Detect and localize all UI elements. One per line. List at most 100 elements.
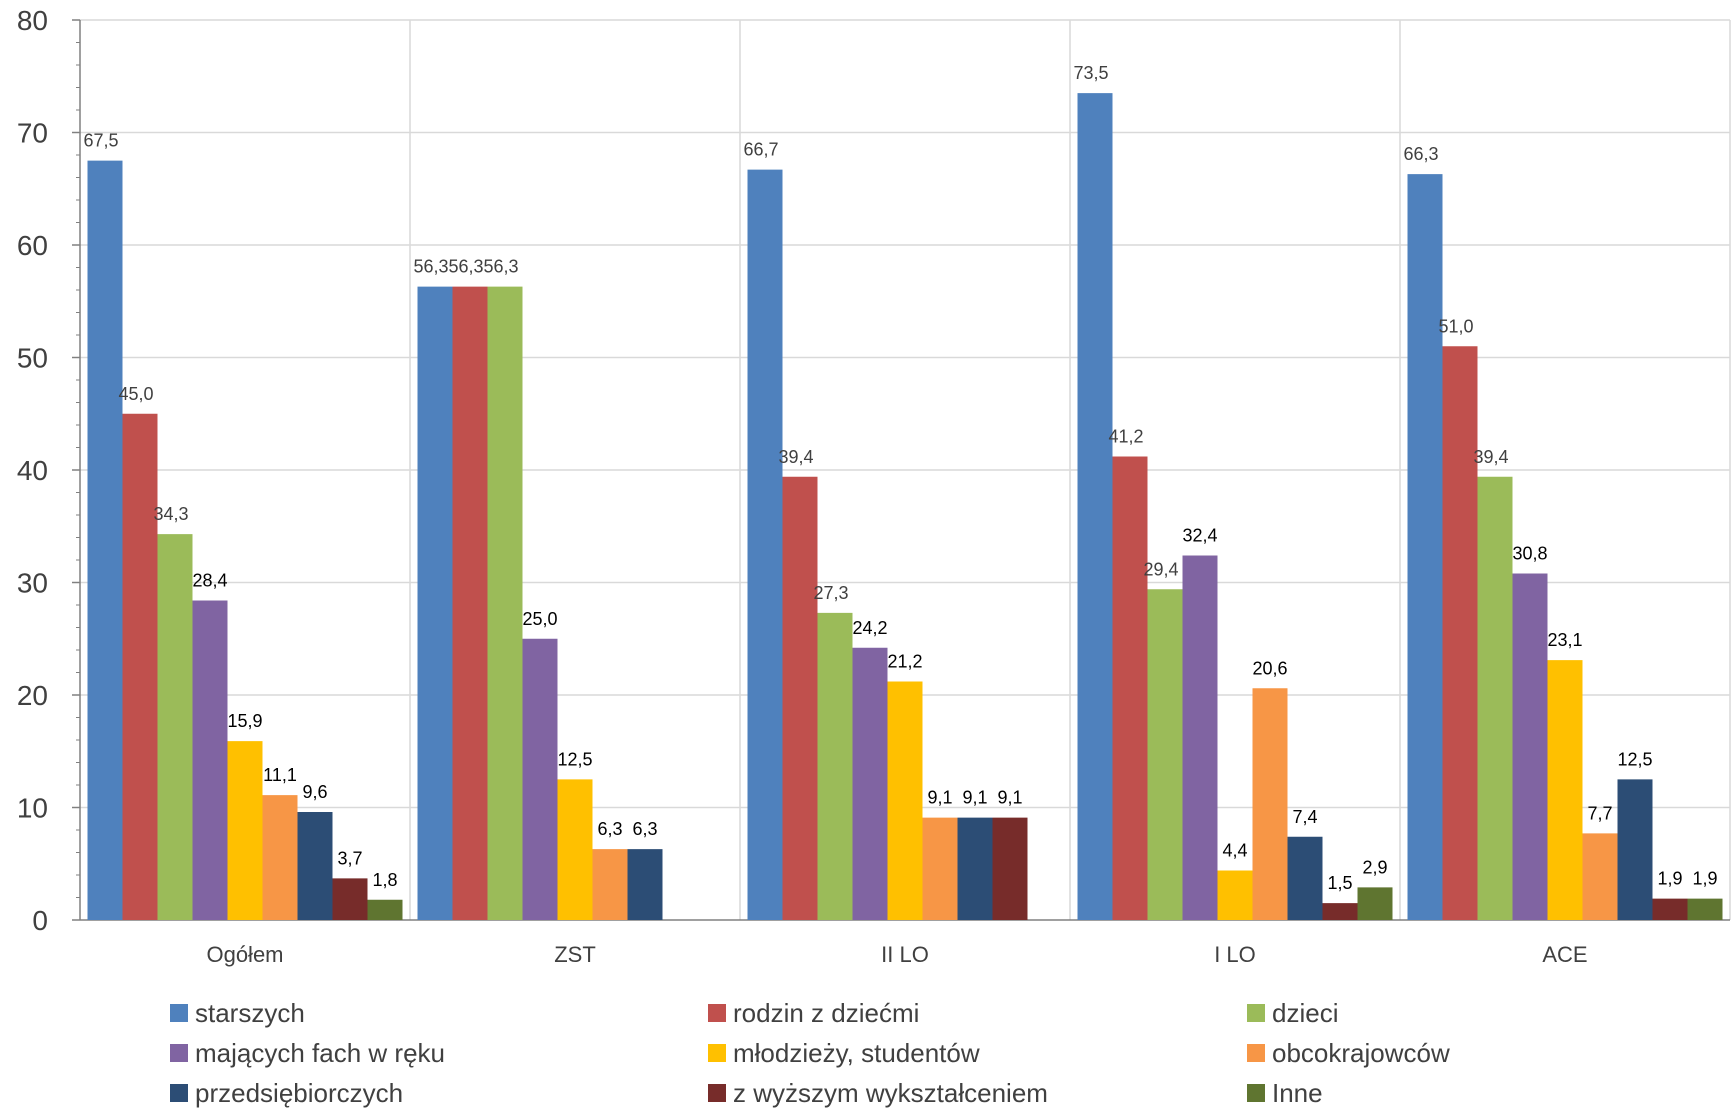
data-label: 21,2 <box>887 652 922 672</box>
data-label: 56,3 <box>448 257 483 277</box>
legend-label: rodzin z dziećmi <box>733 998 919 1028</box>
bar <box>1477 476 1513 920</box>
bar <box>87 160 123 920</box>
data-label: 34,3 <box>153 504 188 524</box>
data-label: 7,4 <box>1292 807 1317 827</box>
data-label: 56,3 <box>413 257 448 277</box>
x-tick-label: I LO <box>1214 942 1256 967</box>
data-label: 9,1 <box>997 788 1022 808</box>
data-label: 12,5 <box>557 749 592 769</box>
legend-swatch <box>708 1084 726 1102</box>
legend-label: Inne <box>1272 1078 1323 1108</box>
x-tick-label: II LO <box>881 942 929 967</box>
bar <box>417 286 453 920</box>
y-tick-label: 50 <box>17 343 48 374</box>
data-label: 66,7 <box>743 140 778 160</box>
bar <box>157 534 193 920</box>
category-separators <box>409 20 1731 920</box>
data-label: 30,8 <box>1512 544 1547 564</box>
data-label: 23,1 <box>1547 630 1582 650</box>
data-label: 28,4 <box>192 571 227 591</box>
bar <box>1357 887 1393 920</box>
bar <box>262 795 298 920</box>
bar <box>192 600 228 920</box>
legend-swatch <box>708 1044 726 1062</box>
bar <box>1582 833 1618 920</box>
bar <box>557 779 593 920</box>
data-label: 51,0 <box>1438 316 1473 336</box>
bar <box>852 647 888 920</box>
bar <box>627 849 663 920</box>
data-label: 12,5 <box>1617 749 1652 769</box>
bar <box>297 812 333 920</box>
data-label: 6,3 <box>597 819 622 839</box>
data-label: 15,9 <box>227 711 262 731</box>
legend-swatch <box>170 1044 188 1062</box>
legend-label: starszych <box>195 998 305 1028</box>
data-label: 2,9 <box>1362 857 1387 877</box>
data-label: 3,7 <box>337 848 362 868</box>
data-labels: 67,545,034,328,415,911,19,63,71,856,3 56,… <box>83 63 1717 893</box>
x-tick-label: Ogółem <box>206 942 283 967</box>
y-tick-label: 0 <box>32 905 48 936</box>
data-label: 9,1 <box>962 788 987 808</box>
data-label: 25,0 <box>522 609 557 629</box>
y-tick-label: 80 <box>17 5 48 36</box>
legend-swatch <box>170 1004 188 1022</box>
data-label: 1,9 <box>1692 869 1717 889</box>
legend-label: obcokrajowców <box>1272 1038 1450 1068</box>
bar <box>957 817 993 920</box>
legend: starszych rodzin z dziećmi dzieci mających … <box>170 998 1450 1108</box>
bar <box>227 741 263 920</box>
bar <box>487 286 523 920</box>
bar <box>1147 589 1183 920</box>
bar <box>1112 456 1148 920</box>
legend-swatch <box>170 1084 188 1102</box>
bar <box>1617 779 1653 920</box>
bar <box>122 413 158 920</box>
bar <box>1287 836 1323 920</box>
data-label: 20,6 <box>1252 658 1287 678</box>
bar <box>782 476 818 920</box>
data-label: 67,5 <box>83 131 118 151</box>
bar <box>1252 688 1288 920</box>
bars <box>87 93 1723 920</box>
bar <box>747 169 783 920</box>
legend-label: przedsiębiorczych <box>195 1078 403 1108</box>
y-tick-label: 40 <box>17 455 48 486</box>
bar <box>1687 898 1723 920</box>
bar <box>1322 903 1358 920</box>
bar <box>1547 660 1583 920</box>
data-label: 1,9 <box>1657 869 1682 889</box>
bar <box>1182 555 1218 920</box>
bar <box>887 681 923 920</box>
bar <box>1407 174 1443 920</box>
data-label: 29,4 <box>1143 559 1178 579</box>
data-label: 45,0 <box>118 384 153 404</box>
data-label: 39,4 <box>1473 447 1508 467</box>
bar <box>1077 93 1113 920</box>
data-label: 9,1 <box>927 788 952 808</box>
bar <box>1442 346 1478 920</box>
bar <box>922 817 958 920</box>
bar <box>992 817 1028 920</box>
legend-swatch <box>1247 1084 1265 1102</box>
data-label: 73,5 <box>1073 63 1108 83</box>
data-label: 7,7 <box>1587 803 1612 823</box>
bar <box>1217 870 1253 920</box>
y-tick-label: 60 <box>17 230 48 261</box>
bar <box>817 612 853 920</box>
legend-swatch <box>1247 1044 1265 1062</box>
data-label: 41,2 <box>1108 427 1143 447</box>
data-label: 32,4 <box>1182 526 1217 546</box>
x-axis-categories: Ogółem ZST II LO I LO ACE <box>206 942 1587 967</box>
bar <box>522 638 558 920</box>
bar <box>1512 573 1548 920</box>
data-label: 39,4 <box>778 447 813 467</box>
y-axis-ticks: 0 10 20 30 40 50 60 70 80 <box>17 5 48 936</box>
bar <box>452 286 488 920</box>
bar <box>1652 898 1688 920</box>
legend-swatch <box>1247 1004 1265 1022</box>
y-tick-label: 20 <box>17 680 48 711</box>
